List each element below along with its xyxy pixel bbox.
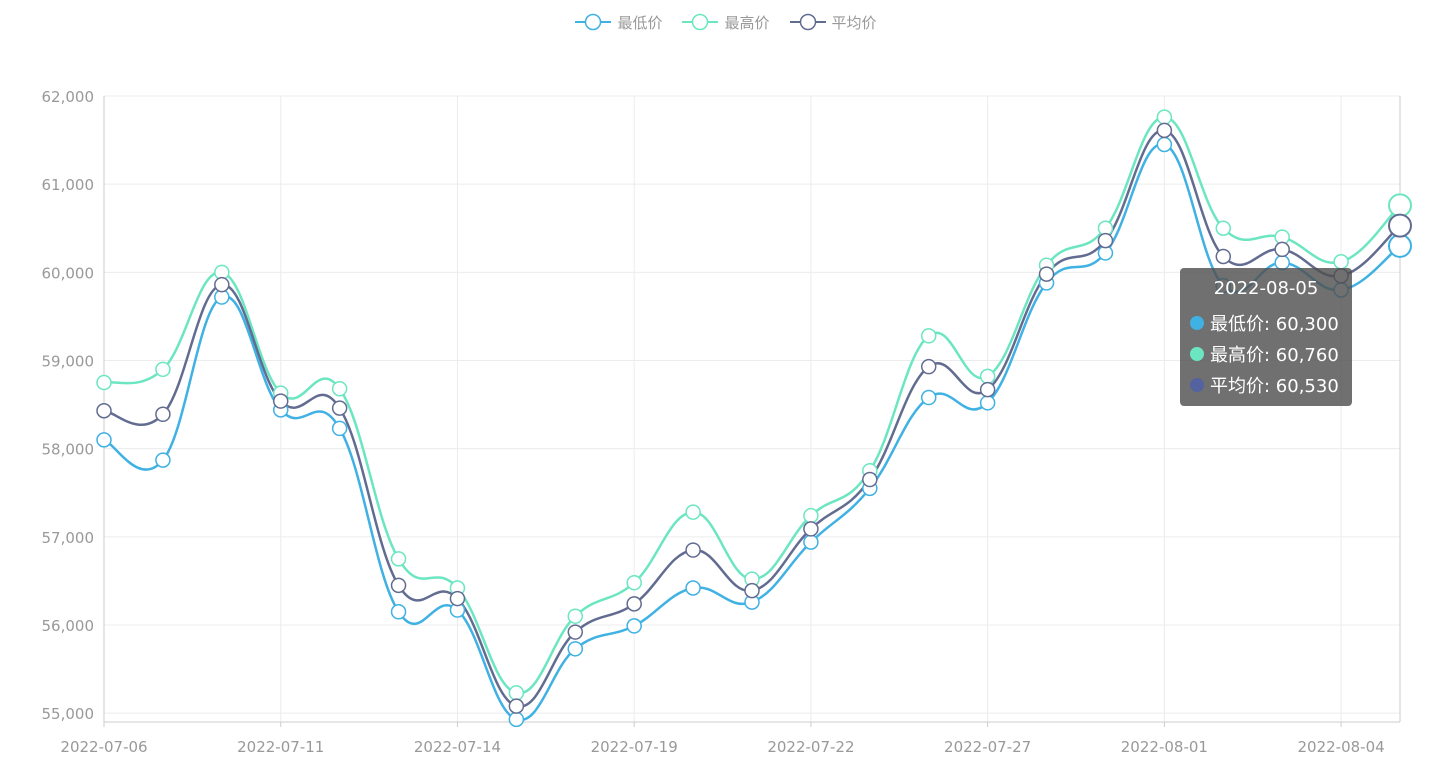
tooltip-dot-low: [1190, 315, 1204, 330]
data-point: [155, 452, 171, 468]
tooltip-dot-avg: [1190, 377, 1204, 392]
data-point: [803, 521, 819, 537]
y-tick-label: 57,000: [42, 529, 95, 547]
data-point: [862, 471, 878, 488]
data-point: [96, 432, 112, 448]
data-point: [390, 577, 407, 594]
grid-lines: [103, 95, 1400, 722]
tooltip-text-low: 最低价: 60,300: [1210, 313, 1339, 335]
legend-item-low[interactable]: 最低价: [575, 12, 662, 33]
data-point: [1156, 136, 1173, 153]
data-point: [1097, 232, 1114, 249]
data-point: [1156, 109, 1173, 125]
series-lines: [103, 115, 1401, 722]
data-point: [1038, 266, 1055, 282]
x-tick-label: 2022-07-06: [60, 738, 147, 756]
data-point: [979, 395, 996, 411]
data-point: [508, 711, 525, 728]
data-point: [567, 641, 584, 657]
data-point: [272, 393, 289, 409]
data-point: [685, 542, 701, 558]
legend-low-icon: [575, 13, 612, 31]
data-point: [920, 389, 937, 406]
tooltip-row-high: 最高价: 60,760: [1190, 338, 1342, 369]
x-tick-label: 2022-07-14: [414, 738, 501, 756]
data-point: [1333, 254, 1349, 270]
legend-high-icon: [682, 13, 719, 31]
data-point: [685, 580, 701, 596]
tooltip-row-avg: 平均价: 60,530: [1190, 369, 1342, 400]
data-point: [626, 596, 642, 612]
axes: 55,000 56,000 57,000 58,000 59,000 60,000 61,0…: [42, 88, 1401, 756]
legend-item-high[interactable]: 最高价: [682, 12, 770, 33]
data-point: [1274, 241, 1290, 258]
data-point: [1388, 193, 1412, 218]
y-tick-label: 56,000: [42, 617, 95, 635]
data-point: [508, 698, 525, 714]
x-tick-label: 2022-07-11: [237, 738, 324, 756]
data-points: [96, 109, 1412, 728]
data-point: [1388, 213, 1412, 238]
legend-label-avg: 平均价: [831, 13, 877, 32]
tooltip-row-low: 最低价: 60,300: [1190, 307, 1342, 338]
x-tick-label: 2022-08-01: [1121, 738, 1208, 756]
data-point: [331, 420, 348, 437]
x-tick-label: 2022-07-19: [591, 738, 678, 756]
legend-item-avg[interactable]: 平均价: [789, 12, 877, 33]
data-point: [920, 358, 937, 375]
data-point: [1388, 233, 1412, 258]
series-line-0: [103, 143, 1401, 722]
data-point: [685, 504, 701, 520]
data-point: [449, 590, 466, 607]
data-point: [803, 507, 819, 524]
data-point: [390, 551, 407, 567]
data-point: [331, 380, 348, 397]
tooltip-text-high: 最高价: 60,760: [1210, 344, 1339, 366]
data-point: [1156, 122, 1173, 139]
data-point: [155, 406, 171, 423]
data-point: [390, 604, 407, 620]
legend-avg-icon: [789, 13, 826, 31]
y-tick-label: 59,000: [42, 353, 95, 371]
data-point: [508, 685, 525, 701]
data-point: [744, 582, 760, 599]
data-point: [567, 608, 584, 624]
y-tick-label: 62,000: [42, 88, 95, 106]
x-tick-label: 2022-07-22: [767, 738, 854, 756]
data-point: [626, 618, 642, 634]
data-point: [803, 534, 819, 550]
legend-label-low: 最低价: [617, 13, 663, 32]
y-tick-label: 60,000: [42, 264, 95, 282]
data-point: [214, 276, 230, 293]
x-tick-label: 2022-07-27: [944, 738, 1031, 756]
data-point: [1215, 248, 1232, 265]
tooltip-dot-high: [1190, 346, 1204, 361]
y-tick-label: 58,000: [42, 441, 95, 459]
data-point: [626, 574, 642, 591]
data-point: [567, 624, 584, 640]
y-tick-label: 61,000: [42, 176, 95, 194]
legend-label-high: 最高价: [724, 13, 770, 32]
data-point: [920, 328, 937, 344]
data-point: [1215, 220, 1232, 237]
tooltip: 2022-08-05 最低价: 60,300 最高价: 60,760 平均价: …: [1180, 268, 1352, 406]
tooltip-title: 2022-08-05: [1213, 278, 1319, 299]
x-tick-label: 2022-08-04: [1297, 738, 1384, 756]
data-point: [979, 381, 996, 398]
data-point: [155, 361, 171, 378]
data-point: [96, 374, 112, 391]
legend: 最低价 最高价 平均价: [0, 8, 1452, 36]
y-tick-label: 55,000: [42, 705, 95, 723]
data-point: [96, 403, 112, 419]
data-point: [979, 368, 996, 385]
data-point: [331, 400, 348, 416]
tooltip-text-avg: 平均价: 60,530: [1210, 375, 1339, 397]
